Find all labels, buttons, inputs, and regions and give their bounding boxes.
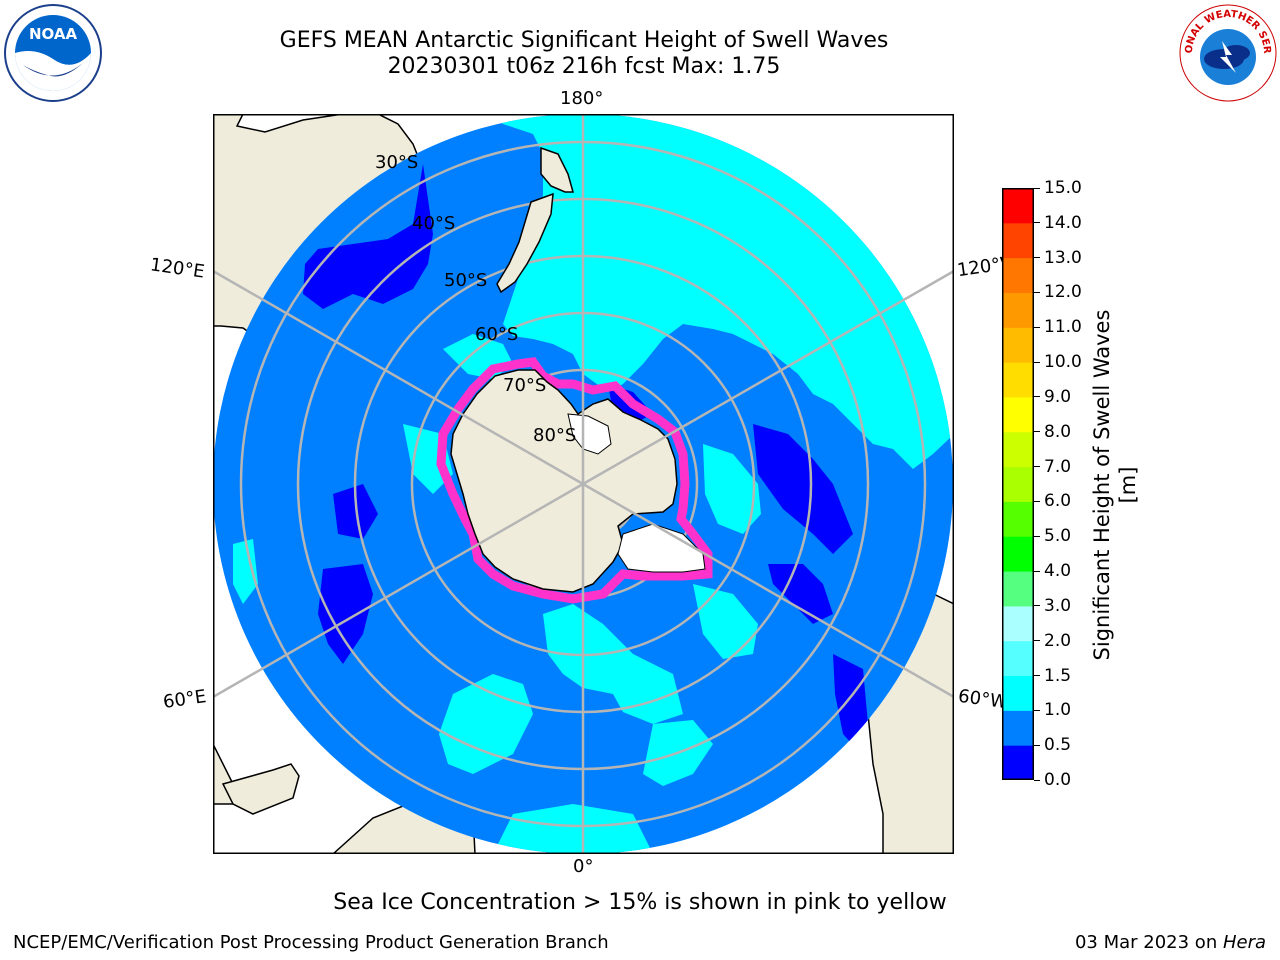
new-zealand <box>496 146 574 294</box>
colorbar-tick-label: 0.0 <box>1044 770 1072 790</box>
lat-label-80s: 80°S <box>533 425 577 446</box>
lon-label-top: 180° <box>560 88 604 109</box>
colorbar-tick-mark <box>1034 535 1040 537</box>
nws-logo: NATIONAL WEATHER SERVICE <box>1178 3 1277 102</box>
colorbar-segment <box>1002 745 1034 780</box>
lat-label-30s: 30°S <box>375 152 419 173</box>
colorbar-tick-mark <box>1034 396 1040 398</box>
colorbar-segment <box>1002 292 1034 328</box>
footer-credit: NCEP/EMC/Verification Post Processing Pr… <box>13 932 609 953</box>
colorbar-segment <box>1002 605 1034 642</box>
colorbar-tick-mark <box>1034 570 1040 572</box>
colorbar-tick-label: 11.0 <box>1044 317 1082 338</box>
colorbar-tick-label: 13.0 <box>1044 247 1082 268</box>
colorbar-tick-label: 6.0 <box>1044 491 1072 512</box>
colorbar-segment <box>1002 536 1034 572</box>
colorbar-tick-mark <box>1034 466 1040 468</box>
colorbar-tick-mark <box>1034 675 1040 677</box>
colorbar-tick-mark <box>1034 222 1040 224</box>
colorbar-tick-label: 8.0 <box>1044 421 1072 442</box>
colorbar-segment <box>1002 675 1034 711</box>
colorbar-tick-mark <box>1034 605 1040 607</box>
colorbar-tick-mark <box>1034 187 1040 189</box>
colorbar-tick-mark <box>1034 779 1040 781</box>
colorbar-tick-label: 10.0 <box>1044 352 1082 373</box>
colorbar-tick-label: 2.0 <box>1044 630 1072 651</box>
colorbar-label: Significant Height of Swell Waves [m] <box>1090 309 1140 661</box>
lon-label-left-upper: 120°E <box>148 254 206 283</box>
colorbar-segment <box>1002 188 1034 224</box>
swell-0.0-0.5 <box>303 164 868 754</box>
polar-map <box>213 114 954 854</box>
colorbar-segment <box>1002 257 1034 293</box>
chart-title: GEFS MEAN Antarctic Significant Height o… <box>279 28 889 53</box>
colorbar-segment <box>1002 571 1034 607</box>
colorbar-segment <box>1002 466 1034 502</box>
colorbar-segment <box>1002 501 1034 537</box>
colorbar-tick-mark <box>1034 431 1040 433</box>
lat-label-40s: 40°S <box>412 213 456 234</box>
colorbar-tick-label: 0.5 <box>1044 735 1072 756</box>
colorbar-tick-label: 15.0 <box>1044 178 1082 198</box>
colorbar-tick-mark <box>1034 257 1040 259</box>
colorbar-segment <box>1002 222 1034 259</box>
colorbar-segment <box>1002 327 1034 363</box>
footer-date: 03 Mar 2023 on Hera <box>1075 932 1266 953</box>
colorbar-tick-mark <box>1034 744 1040 746</box>
colorbar-tick-label: 7.0 <box>1044 456 1072 477</box>
longitude-lines <box>213 114 954 854</box>
colorbar <box>1002 188 1034 780</box>
lat-label-70s: 70°S <box>503 375 547 396</box>
colorbar-tick-label: 4.0 <box>1044 561 1072 582</box>
colorbar-tick-label: 12.0 <box>1044 282 1082 303</box>
lon-label-left-lower: 60°E <box>161 686 208 713</box>
colorbar-tick-mark <box>1034 709 1040 711</box>
footer-host: Hera <box>1222 932 1266 953</box>
lat-label-50s: 50°S <box>444 270 488 291</box>
antarctic-land <box>450 369 678 593</box>
chart-subtitle: 20230301 t06z 216h fcst Max: 1.75 <box>387 54 781 79</box>
lat-label-60s: 60°S <box>475 324 519 345</box>
lon-label-bottom: 0° <box>573 856 594 877</box>
colorbar-tick-mark <box>1034 361 1040 363</box>
colorbar-tick-label: 3.0 <box>1044 595 1072 616</box>
colorbar-tick-label: 1.5 <box>1044 665 1072 686</box>
colorbar-segment <box>1002 431 1034 468</box>
colorbar-segment <box>1002 362 1034 398</box>
colorbar-tick-mark <box>1034 500 1040 502</box>
footer-date-text: 03 Mar 2023 on <box>1074 932 1223 953</box>
colorbar-tick-mark <box>1034 640 1040 642</box>
antarctica <box>436 357 713 604</box>
sea-ice-edge <box>436 357 713 604</box>
colorbar-tick-label: 9.0 <box>1044 386 1072 407</box>
noaa-logo: NOAA <box>4 4 102 102</box>
colorbar-tick-mark <box>1034 326 1040 328</box>
colorbar-tick-mark <box>1034 291 1040 293</box>
colorbar-segment <box>1002 396 1034 433</box>
noaa-logo-text: NOAA <box>29 25 78 43</box>
ross-ice-shelf <box>567 413 612 455</box>
colorbar-tick-label: 5.0 <box>1044 526 1072 547</box>
weddell-ice-shelf <box>617 523 706 573</box>
colorbar-border <box>1002 188 1034 780</box>
colorbar-segment <box>1002 710 1034 746</box>
colorbar-segment <box>1002 640 1034 677</box>
sea-ice-note: Sea Ice Concentration > 15% is shown in … <box>333 890 947 915</box>
colorbar-tick-label: 14.0 <box>1044 212 1082 233</box>
colorbar-tick-label: 1.0 <box>1044 700 1072 721</box>
